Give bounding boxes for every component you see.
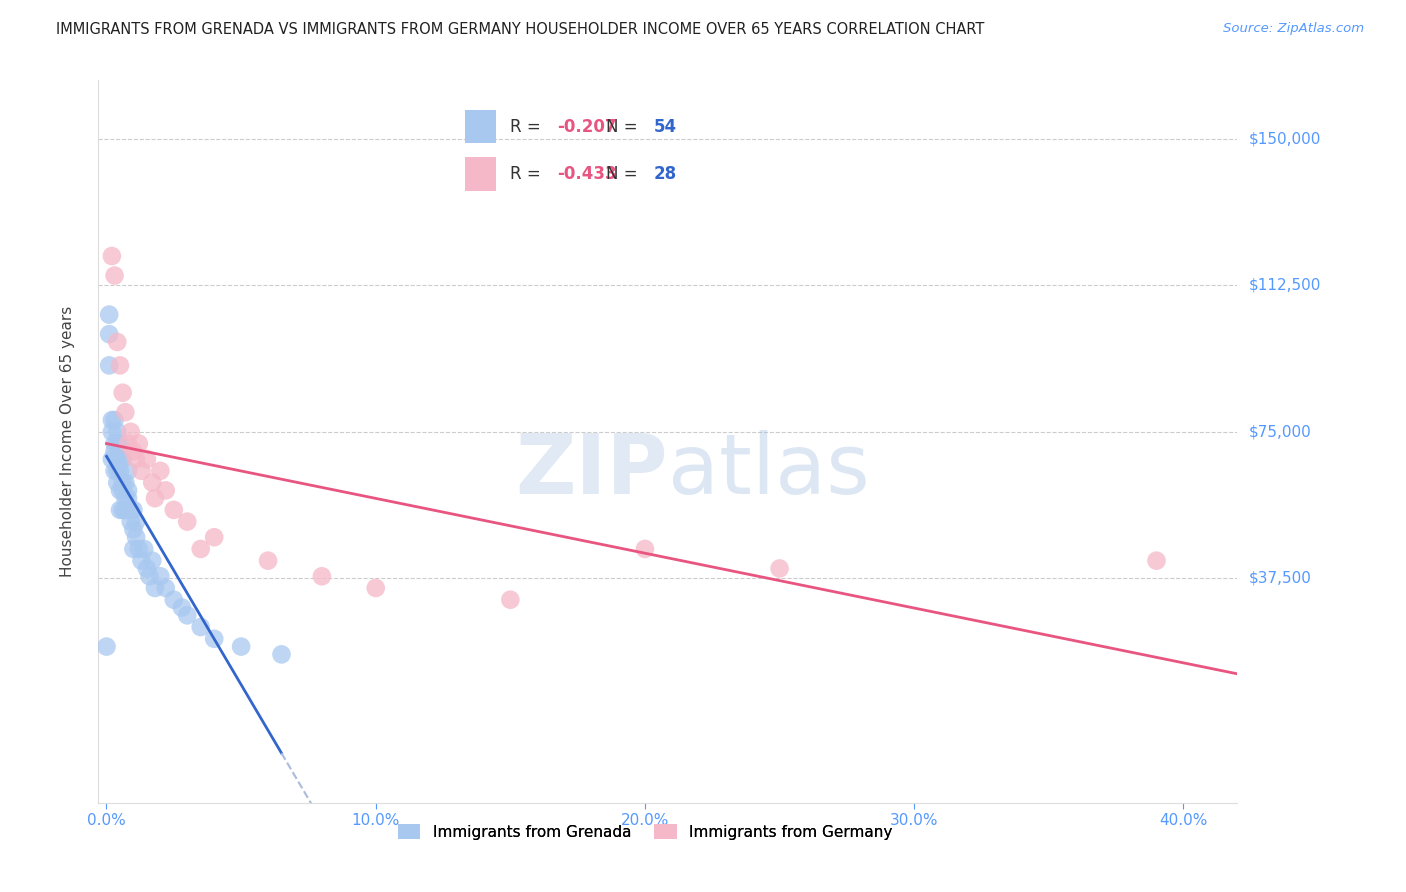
Point xyxy=(108,359,131,373)
Point xyxy=(125,530,148,544)
Point xyxy=(149,569,172,583)
Point xyxy=(131,554,153,568)
Point xyxy=(96,640,118,654)
Point xyxy=(111,452,134,467)
Point xyxy=(117,491,139,505)
Point xyxy=(270,648,292,662)
Point xyxy=(117,464,139,478)
Point xyxy=(141,475,163,490)
Point xyxy=(111,475,134,490)
Point xyxy=(103,464,125,478)
Point xyxy=(98,359,121,373)
Text: $37,500: $37,500 xyxy=(1249,571,1312,586)
Point xyxy=(108,436,131,450)
Point xyxy=(202,632,225,646)
Point xyxy=(149,464,172,478)
Point xyxy=(105,452,128,467)
Point xyxy=(190,541,212,556)
Point xyxy=(120,425,142,439)
Point xyxy=(135,452,157,467)
Point xyxy=(98,327,121,342)
Point xyxy=(105,475,128,490)
Point xyxy=(122,503,145,517)
Point xyxy=(311,569,333,583)
Point xyxy=(114,405,136,419)
Point xyxy=(176,515,198,529)
Point xyxy=(111,483,134,498)
Point xyxy=(257,554,280,568)
Point xyxy=(131,464,153,478)
Point xyxy=(1146,554,1168,568)
Point xyxy=(163,503,186,517)
Point xyxy=(108,483,131,498)
Point xyxy=(117,483,139,498)
Point xyxy=(143,491,166,505)
Point xyxy=(155,581,177,595)
Point xyxy=(114,491,136,505)
Point xyxy=(101,413,124,427)
Point xyxy=(122,523,145,537)
Point xyxy=(111,385,134,400)
Point xyxy=(103,268,125,283)
Point xyxy=(143,581,166,595)
Point xyxy=(114,475,136,490)
Point xyxy=(114,503,136,517)
Point xyxy=(105,334,128,349)
Point xyxy=(98,308,121,322)
Point xyxy=(768,561,790,575)
Point xyxy=(155,483,177,498)
Point xyxy=(108,452,131,467)
Text: IMMIGRANTS FROM GRENADA VS IMMIGRANTS FROM GERMANY HOUSEHOLDER INCOME OVER 65 YE: IMMIGRANTS FROM GRENADA VS IMMIGRANTS FR… xyxy=(56,22,984,37)
Point xyxy=(135,561,157,575)
Point xyxy=(499,592,522,607)
Point xyxy=(176,608,198,623)
Point xyxy=(105,436,128,450)
Point xyxy=(108,503,131,517)
Point xyxy=(141,554,163,568)
Point xyxy=(101,452,124,467)
Text: atlas: atlas xyxy=(668,430,869,511)
Text: ZIP: ZIP xyxy=(516,430,668,511)
Point xyxy=(101,249,124,263)
Point xyxy=(229,640,252,654)
Point xyxy=(103,444,125,458)
Point xyxy=(103,413,125,427)
Y-axis label: Householder Income Over 65 years: Householder Income Over 65 years xyxy=(60,306,75,577)
Point xyxy=(125,452,148,467)
Point xyxy=(122,541,145,556)
Point xyxy=(202,530,225,544)
Text: $112,500: $112,500 xyxy=(1249,277,1320,293)
Text: Source: ZipAtlas.com: Source: ZipAtlas.com xyxy=(1223,22,1364,36)
Point xyxy=(120,503,142,517)
Point xyxy=(105,425,128,439)
Point xyxy=(128,436,150,450)
Point xyxy=(134,541,156,556)
Point xyxy=(163,592,186,607)
Point xyxy=(170,600,193,615)
Point xyxy=(111,503,134,517)
Point xyxy=(364,581,387,595)
Point xyxy=(101,425,124,439)
Point xyxy=(103,436,125,450)
Point xyxy=(108,464,131,478)
Point xyxy=(105,464,128,478)
Point xyxy=(122,444,145,458)
Text: $75,000: $75,000 xyxy=(1249,425,1312,439)
Text: $150,000: $150,000 xyxy=(1249,131,1320,146)
Point xyxy=(190,620,212,634)
Point xyxy=(128,541,150,556)
Point xyxy=(138,569,160,583)
Point xyxy=(634,541,657,556)
Point xyxy=(125,515,148,529)
Point xyxy=(120,515,142,529)
Point xyxy=(117,436,139,450)
Legend: Immigrants from Grenada, Immigrants from Germany: Immigrants from Grenada, Immigrants from… xyxy=(391,818,898,846)
